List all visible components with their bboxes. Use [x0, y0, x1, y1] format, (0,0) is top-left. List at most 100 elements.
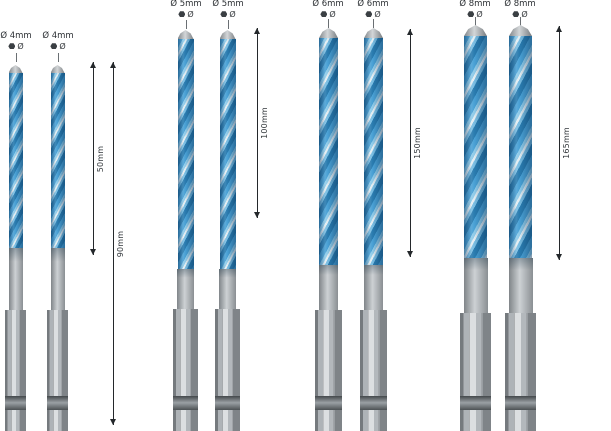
blue-spiral-flute — [509, 36, 532, 258]
hex-shank-icon — [220, 11, 228, 18]
label-leader-line — [58, 53, 59, 62]
carbide-tip — [319, 28, 338, 38]
blue-spiral-flute — [364, 38, 383, 265]
bit-diameter-text: Ø 4mm — [42, 31, 74, 41]
drill-bit-5mm — [215, 30, 240, 431]
label-leader-line — [373, 19, 374, 28]
diameter-symbol-icon: Ø — [329, 9, 336, 19]
round-shank — [508, 258, 533, 313]
blue-spiral-flute — [50, 73, 65, 248]
hex-shank — [315, 310, 342, 431]
shank-groove-ring — [360, 396, 387, 410]
bit-size-label: Ø 4mm Ø — [0, 31, 38, 51]
bit-diameter-text: Ø 5mm — [170, 0, 202, 9]
dimension-line — [110, 62, 116, 425]
bit-diameter-text: Ø 5mm — [212, 0, 244, 9]
shank-groove-ring — [315, 396, 342, 410]
bit-size-label: Ø 6mm Ø — [351, 0, 395, 19]
diameter-symbol-icon: Ø — [476, 9, 483, 19]
dimension-line — [90, 62, 96, 255]
hex-shank-icon — [320, 11, 328, 18]
dimension-total-length: 100mm — [254, 28, 273, 218]
dimension-total-length: 90mm — [110, 62, 129, 425]
round-shank — [50, 248, 65, 310]
carbide-tip — [219, 30, 236, 39]
bit-size-label: Ø 6mm Ø — [306, 0, 350, 19]
shank-groove-ring — [47, 396, 68, 410]
label-leader-line — [328, 19, 329, 28]
dimension-total-length: 150mm — [407, 29, 426, 257]
label-leader-line — [475, 17, 476, 26]
label-leader-line — [16, 53, 17, 62]
drill-bit-4mm — [47, 65, 68, 431]
carbide-tip — [8, 65, 23, 73]
blue-spiral-flute — [8, 73, 23, 248]
hex-shank — [173, 309, 198, 431]
bit-size-label: Ø 8mm Ø — [498, 0, 542, 19]
diameter-symbol-icon: Ø — [374, 9, 381, 19]
dimension-value: 90mm — [116, 230, 125, 257]
shank-groove-ring — [215, 396, 240, 410]
hex-shank-icon — [365, 11, 373, 18]
carbide-tip — [464, 25, 487, 36]
diameter-symbol-icon: Ø — [187, 9, 194, 19]
shank-groove-ring — [5, 396, 26, 410]
bit-size-label: Ø 5mm Ø — [164, 0, 208, 19]
dimension-value: 100mm — [260, 107, 269, 139]
round-shank — [364, 265, 383, 310]
hex-shank — [47, 310, 68, 431]
label-leader-line — [520, 17, 521, 26]
shank-groove-ring — [173, 396, 198, 410]
carbide-tip — [177, 30, 194, 39]
dimension-line — [556, 26, 562, 260]
blue-spiral-flute — [464, 36, 487, 258]
dimension-total-length: 165mm — [556, 26, 575, 260]
drill-bit-6mm — [315, 28, 342, 431]
drill-bit-4mm — [5, 65, 26, 431]
bit-diameter-text: Ø 4mm — [0, 31, 32, 41]
hex-shank-icon — [467, 11, 475, 18]
round-shank — [177, 269, 194, 309]
bit-diameter-text: Ø 8mm — [459, 0, 491, 9]
drill-bit-5mm — [173, 30, 198, 431]
round-shank — [219, 269, 236, 309]
drill-bit-8mm — [505, 25, 536, 431]
carbide-tip — [364, 28, 383, 38]
hex-shank-icon — [50, 43, 58, 50]
dimension-value: 165mm — [562, 127, 571, 159]
bit-diameter-text: Ø 6mm — [357, 0, 389, 9]
diameter-symbol-icon: Ø — [59, 41, 66, 51]
dimension-line — [254, 28, 260, 218]
diameter-symbol-icon: Ø — [229, 9, 236, 19]
round-shank — [463, 258, 488, 313]
bit-diameter-text: Ø 8mm — [504, 0, 536, 9]
blue-spiral-flute — [177, 39, 194, 269]
hex-shank-icon — [178, 11, 186, 18]
carbide-tip — [50, 65, 65, 73]
hex-shank — [360, 310, 387, 431]
drill-bit-8mm — [460, 25, 491, 431]
bit-size-label: Ø 5mm Ø — [206, 0, 250, 19]
hex-shank-icon — [512, 11, 520, 18]
dimension-value: 150mm — [413, 127, 422, 159]
bit-size-label: Ø 4mm Ø — [36, 31, 80, 51]
blue-spiral-flute — [219, 39, 236, 269]
bit-diameter-text: Ø 6mm — [312, 0, 344, 9]
drill-bit-6mm — [360, 28, 387, 431]
round-shank — [319, 265, 338, 310]
shank-groove-ring — [460, 396, 491, 410]
hex-shank-icon — [8, 43, 16, 50]
dimension-value: 50mm — [96, 145, 105, 172]
hex-shank — [215, 309, 240, 431]
label-leader-line — [186, 20, 187, 29]
diameter-symbol-icon: Ø — [521, 9, 528, 19]
hex-shank — [5, 310, 26, 431]
dimension-line — [407, 29, 413, 257]
diameter-symbol-icon: Ø — [17, 41, 24, 51]
hex-shank — [460, 313, 491, 431]
carbide-tip — [509, 25, 532, 36]
blue-spiral-flute — [319, 38, 338, 265]
hex-shank — [505, 313, 536, 431]
label-leader-line — [228, 20, 229, 29]
